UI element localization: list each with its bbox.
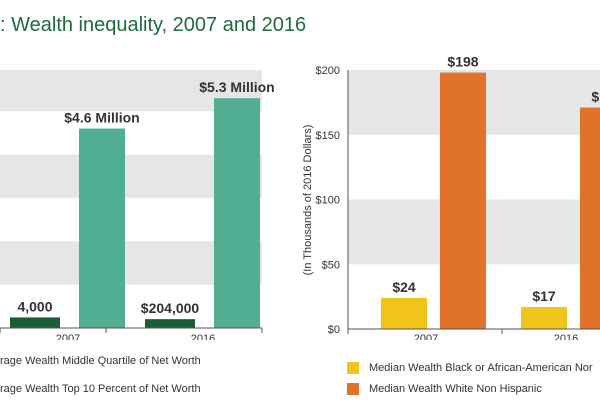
bar-rage-wealth-top-10-percent-of-net-worth-2007 xyxy=(79,128,125,328)
data-label-rage-wealth-middle-quartile-of-net-worth-2007: 4,000 xyxy=(17,298,52,314)
data-label-median-wealth-black-or-african-american-nor-2016: $17 xyxy=(532,288,556,304)
y-tick-label-0: $0 xyxy=(328,324,340,336)
data-label-rage-wealth-top-10-percent-of-net-worth-2007: $4.6 Million xyxy=(64,110,139,126)
left-legend: rage Wealth Middle Quartile of Net Worth… xyxy=(0,0,290,415)
x-tick-label-2016: 2016 xyxy=(191,333,215,340)
legend-label-top-10-percent: rage Wealth Top 10 Percent of Net Worth xyxy=(0,383,201,395)
data-label-median-wealth-white-non-hispanic-2007: $198 xyxy=(447,54,478,70)
right-chart: $0 $50 $100 $150 $200 (In Thousands of 2016 D… xyxy=(302,54,600,340)
legend-swatch-white xyxy=(347,383,359,395)
y-axis-title: (In Thousands of 2016 Dollars) xyxy=(302,125,314,276)
legend-label-black: Median Wealth Black or African-American … xyxy=(369,362,593,374)
x-tick-label-2016: 2016 xyxy=(554,333,578,340)
bar-median-wealth-white-non-hispanic-2016 xyxy=(580,107,600,330)
data-label-rage-wealth-top-10-percent-of-net-worth-2016: $5.3 Million xyxy=(199,79,274,95)
legend-label-white: Median Wealth White Non Hispanic xyxy=(369,383,542,395)
bar-rage-wealth-middle-quartile-of-net-worth-2007 xyxy=(10,317,60,328)
x-tick-label-2007: 2007 xyxy=(414,333,438,340)
legend-label-middle-quartile: rage Wealth Middle Quartile of Net Worth xyxy=(0,355,201,367)
data-label-median-wealth-white-non-hispanic-2016: $17 xyxy=(591,89,600,105)
bar-median-wealth-white-non-hispanic-2007 xyxy=(440,72,486,329)
y-tick-label-150: $150 xyxy=(316,130,340,142)
y-tick-label-100: $100 xyxy=(316,195,340,207)
left-chart: 4,000 $4.6 Million 2007 $204,000 $5.3 Millio… xyxy=(0,70,275,340)
data-label-rage-wealth-middle-quartile-of-net-worth-2016: $204,000 xyxy=(141,300,200,316)
y-tick-label-200: $200 xyxy=(316,65,340,77)
bar-median-wealth-black-or-african-american-nor-2016 xyxy=(521,306,567,329)
legend-swatch-black xyxy=(347,362,359,374)
y-tick-label-50: $50 xyxy=(322,259,340,271)
chart-title: : Wealth inequality, 2007 and 2016 xyxy=(0,14,307,36)
bar-rage-wealth-top-10-percent-of-net-worth-2016 xyxy=(214,98,260,328)
bar-median-wealth-black-or-african-american-nor-2007 xyxy=(381,297,427,329)
x-tick-label-2007: 2007 xyxy=(56,333,80,340)
data-label-median-wealth-black-or-african-american-nor-2007: $24 xyxy=(392,279,416,295)
bar-rage-wealth-middle-quartile-of-net-worth-2016 xyxy=(145,319,195,328)
